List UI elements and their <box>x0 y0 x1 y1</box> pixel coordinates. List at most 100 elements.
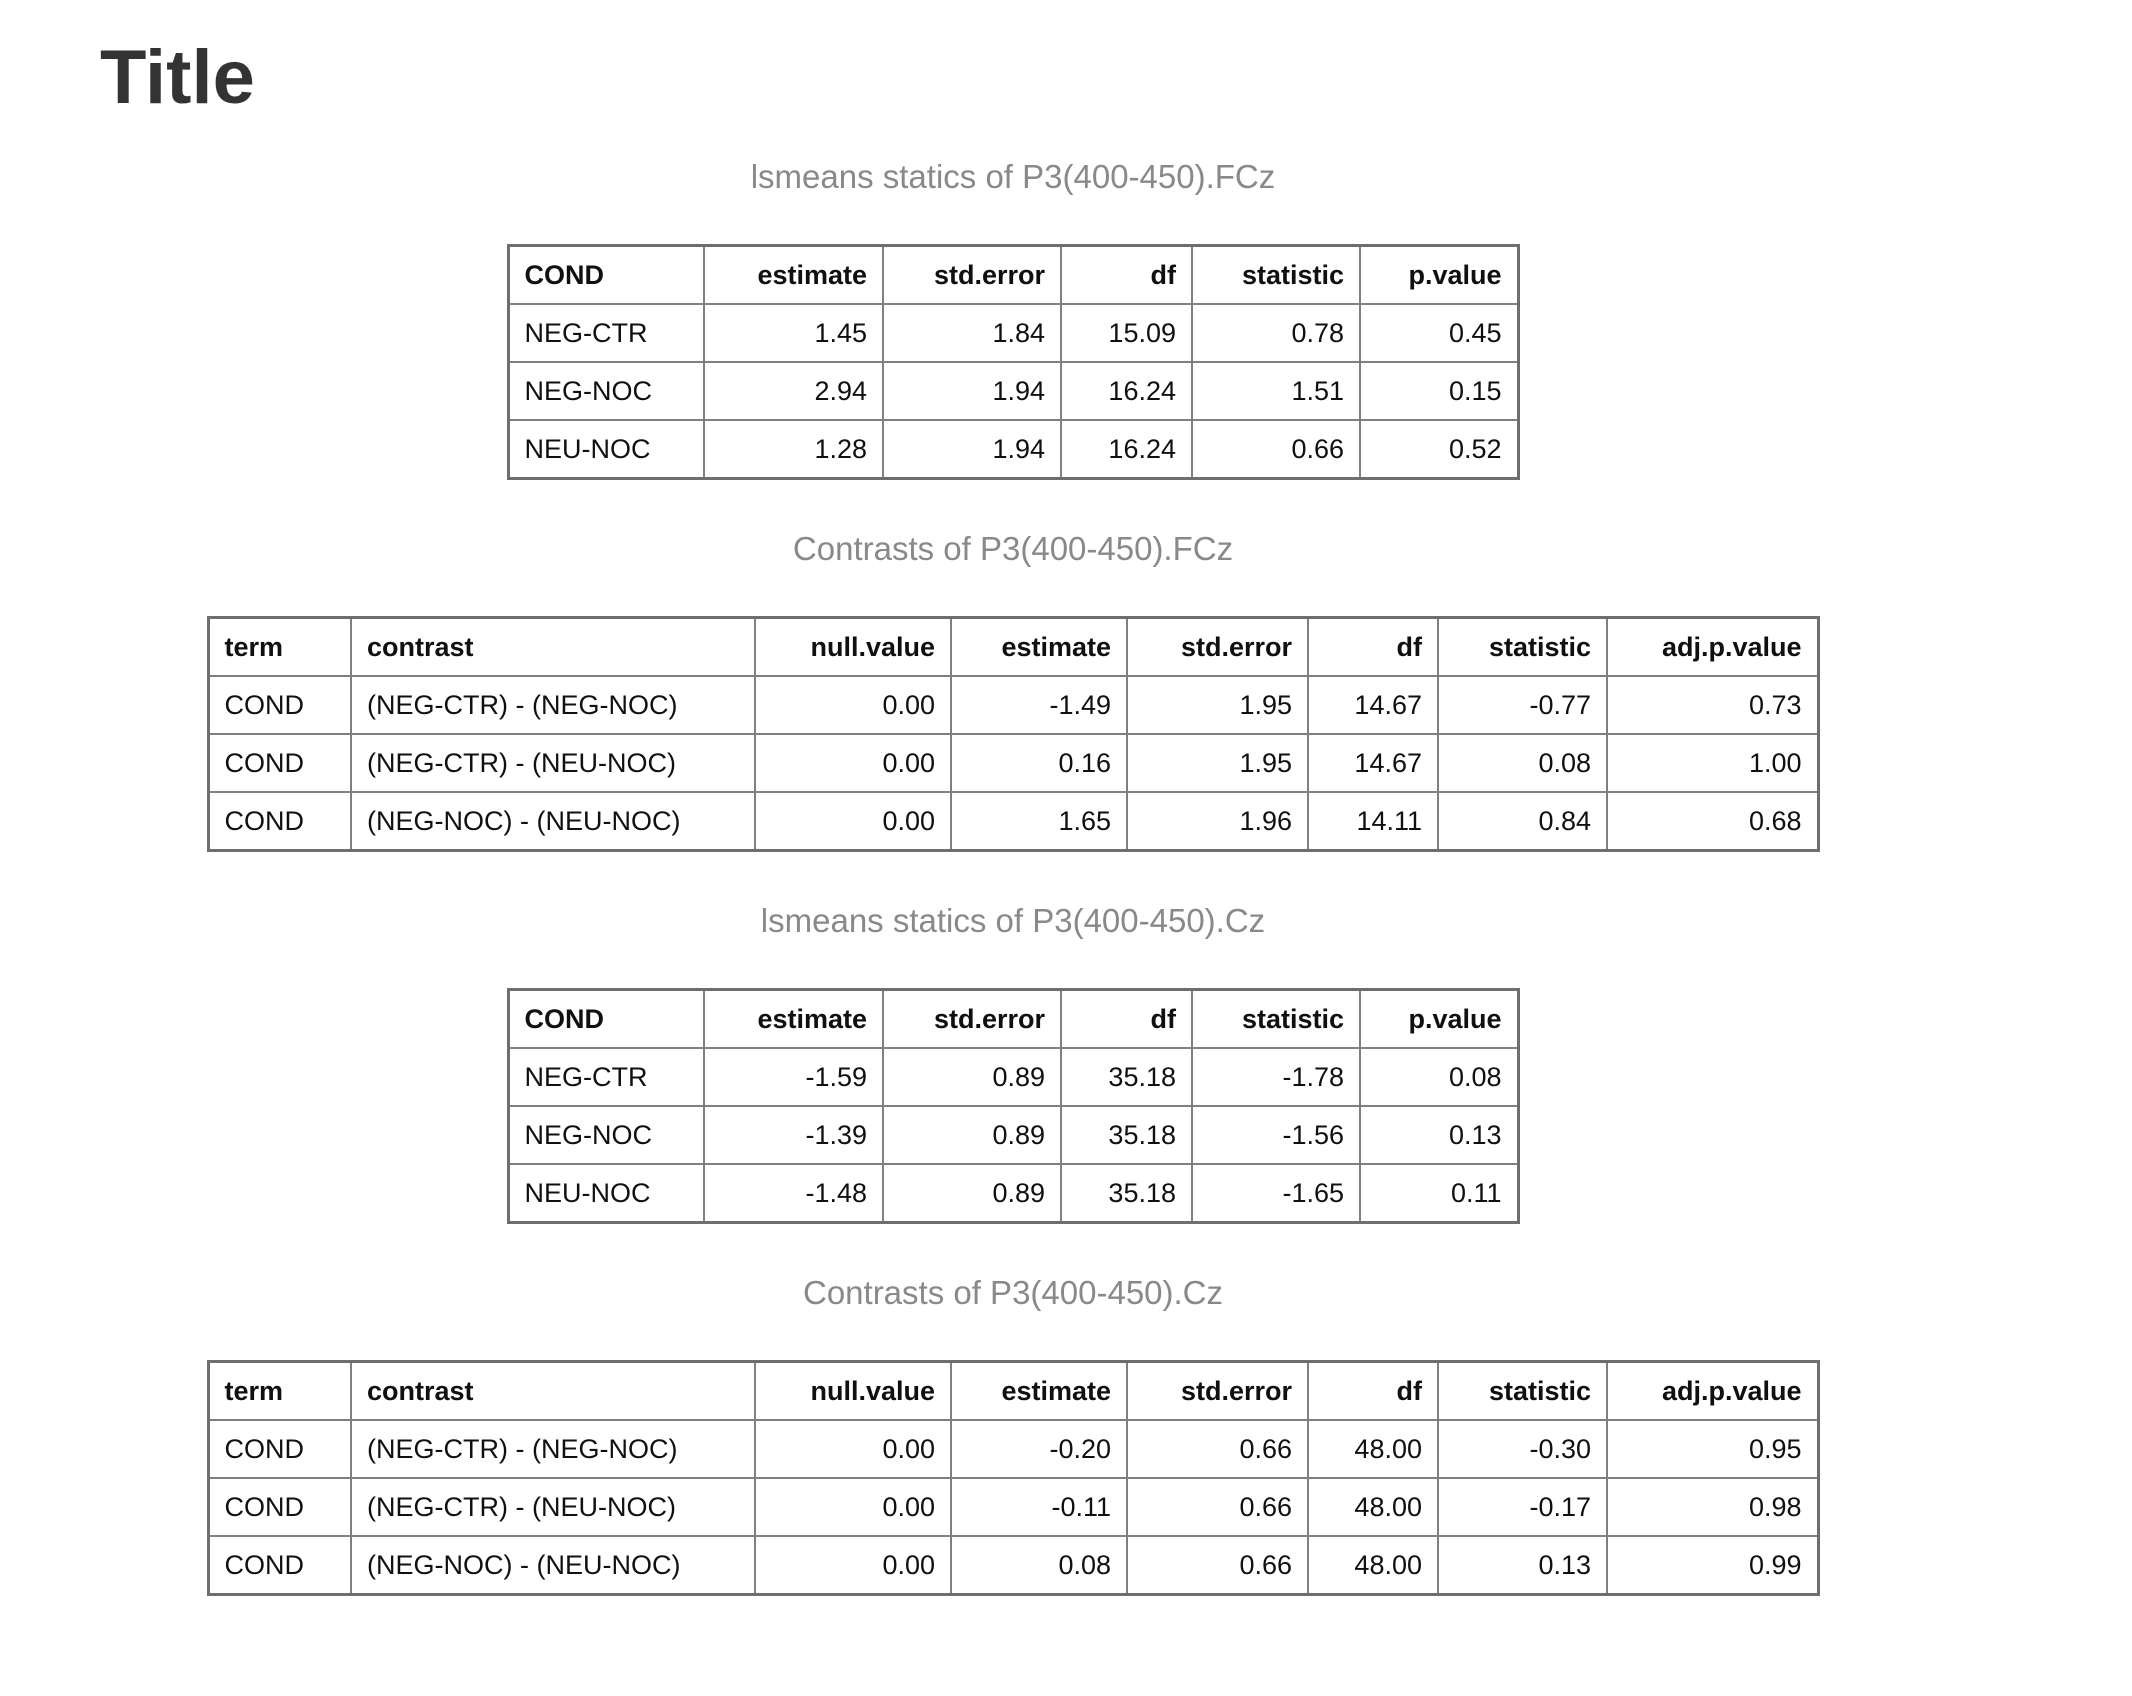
lsmeans-fcz-table: COND estimate std.error df statistic p.v… <box>506 244 1520 480</box>
table-cell: 35.18 <box>1060 1105 1193 1165</box>
section-contrasts-fcz: Contrasts of P3(400-450).FCz term contra… <box>0 530 2026 852</box>
table-cell: 1.00 <box>1606 733 1819 793</box>
column-header: estimate <box>703 244 884 305</box>
table-cell: (NEG-CTR) - (NEU-NOC) <box>350 733 756 793</box>
table-cell: 0.08 <box>1437 733 1608 793</box>
table-cell: 0.68 <box>1606 791 1819 852</box>
column-header: COND <box>507 244 705 305</box>
table-cell: 0.66 <box>1126 1535 1309 1596</box>
column-header: std.error <box>1126 1360 1309 1421</box>
table-cell: -1.65 <box>1191 1163 1361 1224</box>
column-header: term <box>207 1360 352 1421</box>
table-cell: -1.48 <box>703 1163 884 1224</box>
table-row: COND (NEG-NOC) - (NEU-NOC) 0.00 1.65 1.9… <box>207 791 1819 852</box>
table-caption-contrasts-cz: Contrasts of P3(400-450).Cz <box>802 1274 1224 1311</box>
table-cell: COND <box>207 1419 352 1479</box>
table-cell: 1.94 <box>882 419 1062 480</box>
table-cell: (NEG-NOC) - (NEU-NOC) <box>350 1535 756 1596</box>
table-cell: 0.15 <box>1359 361 1519 421</box>
table-row: COND (NEG-CTR) - (NEG-NOC) 0.00 -0.20 0.… <box>207 1419 1819 1479</box>
table-cell: 0.84 <box>1437 791 1608 852</box>
table-cell: 15.09 <box>1060 303 1193 363</box>
column-header: df <box>1307 1360 1439 1421</box>
table-cell: (NEG-NOC) - (NEU-NOC) <box>350 791 756 852</box>
table-cell: NEU-NOC <box>507 419 705 480</box>
section-contrasts-cz: Contrasts of P3(400-450).Cz term contras… <box>0 1274 2026 1596</box>
column-header: df <box>1060 988 1193 1049</box>
table-cell: 0.99 <box>1606 1535 1819 1596</box>
column-header: std.error <box>882 988 1062 1049</box>
table-cell: 0.78 <box>1191 303 1361 363</box>
table-caption-lsmeans-fcz: lsmeans statics of P3(400-450).FCz <box>750 158 1276 195</box>
table-cell: -1.49 <box>950 675 1128 735</box>
column-header: p.value <box>1359 244 1519 305</box>
table-cell: 0.66 <box>1126 1419 1309 1479</box>
table-row: NEG-NOC -1.39 0.89 35.18 -1.56 0.13 <box>507 1105 1519 1165</box>
header-row: term contrast null.value estimate std.er… <box>207 616 1819 677</box>
column-header: COND <box>507 988 705 1049</box>
table-cell: 1.94 <box>882 361 1062 421</box>
table-cell: NEU-NOC <box>507 1163 705 1224</box>
table-cell: 1.84 <box>882 303 1062 363</box>
table-cell: -1.39 <box>703 1105 884 1165</box>
table-cell: 48.00 <box>1307 1477 1439 1537</box>
column-header: contrast <box>350 616 756 677</box>
table-cell: 0.89 <box>882 1163 1062 1224</box>
table-cell: (NEG-CTR) - (NEU-NOC) <box>350 1477 756 1537</box>
table-cell: 0.98 <box>1606 1477 1819 1537</box>
table-cell: 0.08 <box>950 1535 1128 1596</box>
table-caption-lsmeans-cz: lsmeans statics of P3(400-450).Cz <box>760 902 1266 939</box>
table-cell: (NEG-CTR) - (NEG-NOC) <box>350 675 756 735</box>
table-cell: 0.11 <box>1359 1163 1519 1224</box>
column-header: null.value <box>754 616 952 677</box>
table-cell: 1.51 <box>1191 361 1361 421</box>
table-row: NEU-NOC 1.28 1.94 16.24 0.66 0.52 <box>507 419 1519 480</box>
table-cell: -0.17 <box>1437 1477 1608 1537</box>
section-lsmeans-fcz: lsmeans statics of P3(400-450).FCz COND … <box>0 158 2026 480</box>
table-cell: 16.24 <box>1060 361 1193 421</box>
table-cell: NEG-NOC <box>507 361 705 421</box>
table-cell: 0.66 <box>1191 419 1361 480</box>
table-row: COND (NEG-CTR) - (NEG-NOC) 0.00 -1.49 1.… <box>207 675 1819 735</box>
column-header: statistic <box>1437 1360 1608 1421</box>
column-header: adj.p.value <box>1606 616 1819 677</box>
table-cell: 0.52 <box>1359 419 1519 480</box>
table-cell: COND <box>207 1477 352 1537</box>
column-header: statistic <box>1191 988 1361 1049</box>
table-cell: 1.28 <box>703 419 884 480</box>
table-cell: 0.08 <box>1359 1047 1519 1107</box>
table-cell: (NEG-CTR) - (NEG-NOC) <box>350 1419 756 1479</box>
page-title: Title <box>100 35 255 120</box>
table-caption-contrasts-fcz: Contrasts of P3(400-450).FCz <box>792 530 1234 567</box>
table-cell: 0.73 <box>1606 675 1819 735</box>
table-cell: -0.20 <box>950 1419 1128 1479</box>
column-header: adj.p.value <box>1606 1360 1819 1421</box>
table-cell: 0.16 <box>950 733 1128 793</box>
table-cell: COND <box>207 1535 352 1596</box>
table-cell: 1.96 <box>1126 791 1309 852</box>
table-cell: 35.18 <box>1060 1163 1193 1224</box>
contrasts-fcz-table: term contrast null.value estimate std.er… <box>206 616 1820 852</box>
table-cell: 1.95 <box>1126 733 1309 793</box>
table-cell: NEG-CTR <box>507 303 705 363</box>
table-cell: 0.00 <box>754 1535 952 1596</box>
table-cell: 0.00 <box>754 733 952 793</box>
table-cell: 0.00 <box>754 1477 952 1537</box>
table-cell: -0.30 <box>1437 1419 1608 1479</box>
table-cell: 0.00 <box>754 791 952 852</box>
column-header: estimate <box>950 616 1128 677</box>
table-cell: -1.78 <box>1191 1047 1361 1107</box>
table-row: COND (NEG-CTR) - (NEU-NOC) 0.00 0.16 1.9… <box>207 733 1819 793</box>
table-cell: -0.77 <box>1437 675 1608 735</box>
table-row: NEU-NOC -1.48 0.89 35.18 -1.65 0.11 <box>507 1163 1519 1224</box>
table-cell: -0.11 <box>950 1477 1128 1537</box>
contrasts-cz-table: term contrast null.value estimate std.er… <box>206 1360 1820 1596</box>
table-cell: NEG-CTR <box>507 1047 705 1107</box>
column-header: df <box>1060 244 1193 305</box>
table-row: NEG-CTR -1.59 0.89 35.18 -1.78 0.08 <box>507 1047 1519 1107</box>
table-cell: 14.67 <box>1307 675 1439 735</box>
column-header: term <box>207 616 352 677</box>
table-cell: 0.13 <box>1359 1105 1519 1165</box>
column-header: df <box>1307 616 1439 677</box>
table-cell: 48.00 <box>1307 1535 1439 1596</box>
